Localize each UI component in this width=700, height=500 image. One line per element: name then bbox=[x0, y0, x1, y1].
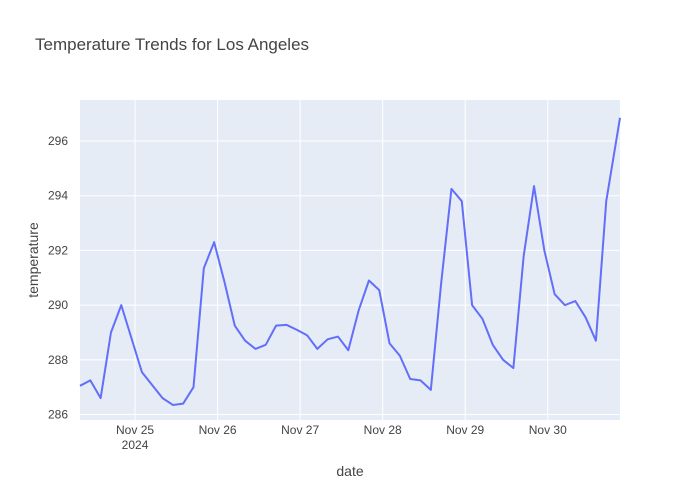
x-tick-label: Nov 28 bbox=[364, 423, 402, 437]
plot-background bbox=[80, 100, 620, 420]
y-tick-label: 286 bbox=[48, 408, 68, 422]
y-tick-label: 294 bbox=[48, 189, 68, 203]
x-axis-label: date bbox=[336, 463, 363, 479]
y-tick-label: 290 bbox=[48, 298, 68, 312]
y-axis-label: temperature bbox=[25, 222, 41, 298]
x-tick-label: Nov 29 bbox=[446, 423, 484, 437]
chart-title: Temperature Trends for Los Angeles bbox=[35, 35, 309, 54]
y-tick-label: 292 bbox=[48, 243, 68, 257]
series-lines bbox=[79, 117, 621, 406]
x-tick-label: Nov 26 bbox=[199, 423, 237, 437]
y-tick-labels: 286 288 290 292 294 296 bbox=[48, 134, 68, 422]
y-tick-label: 288 bbox=[48, 353, 68, 367]
x-gridlines bbox=[134, 100, 549, 420]
x-tick-sublabel: 2024 bbox=[122, 438, 149, 452]
x-tick-label: Nov 25 bbox=[116, 423, 154, 437]
y-gridlines bbox=[80, 140, 620, 416]
x-tick-label: Nov 27 bbox=[281, 423, 319, 437]
series-line bbox=[79, 117, 621, 406]
y-tick-label: 296 bbox=[48, 134, 68, 148]
x-tick-label: Nov 30 bbox=[529, 423, 567, 437]
